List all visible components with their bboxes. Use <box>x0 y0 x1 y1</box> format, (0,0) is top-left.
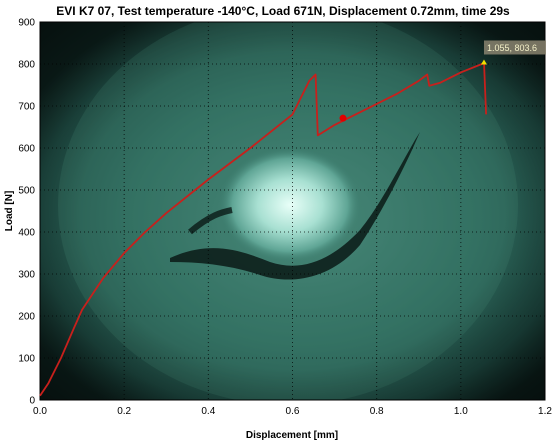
annotation-marker <box>480 59 487 65</box>
x-tick-label: 0.4 <box>201 406 215 417</box>
x-tick-label: 0.6 <box>286 406 300 417</box>
background-photo <box>40 22 545 400</box>
annotation-label: 1.055, 803.6 <box>487 43 537 53</box>
axis-ticks: 0.0 0.2 0.4 0.6 0.8 1.0 1.2 0 100 200 300 400 500 600… <box>18 18 552 418</box>
annotation-box <box>483 40 546 55</box>
x-tick-label: 0.0 <box>33 406 47 417</box>
y-tick-label: 800 <box>18 60 35 71</box>
current-point-marker <box>339 114 347 122</box>
y-tick-label: 900 <box>18 18 35 29</box>
plot-frame <box>39 21 546 401</box>
y-axis-label: Load [N] <box>4 191 15 232</box>
y-tick-label: 300 <box>18 270 35 281</box>
x-tick-label: 1.2 <box>538 406 552 417</box>
y-tick-label: 0 <box>29 396 35 407</box>
x-tick-label: 0.2 <box>117 406 131 417</box>
series-line <box>39 61 487 397</box>
annotation-layer: 1.055, 803.6 <box>480 40 546 65</box>
chart-title: EVI K7 07, Test temperature -140°C, Load… <box>56 4 510 18</box>
y-tick-label: 400 <box>18 228 35 239</box>
y-tick-label: 700 <box>18 102 35 113</box>
x-tick-label: 1.0 <box>454 406 468 417</box>
x-axis-label: Displacement [mm] <box>246 430 338 441</box>
x-tick-label: 0.8 <box>370 406 384 417</box>
data-series <box>39 61 487 397</box>
y-tick-label: 500 <box>18 186 35 197</box>
y-tick-label: 600 <box>18 144 35 155</box>
y-tick-label: 200 <box>18 312 35 323</box>
y-tick-label: 100 <box>18 354 35 365</box>
